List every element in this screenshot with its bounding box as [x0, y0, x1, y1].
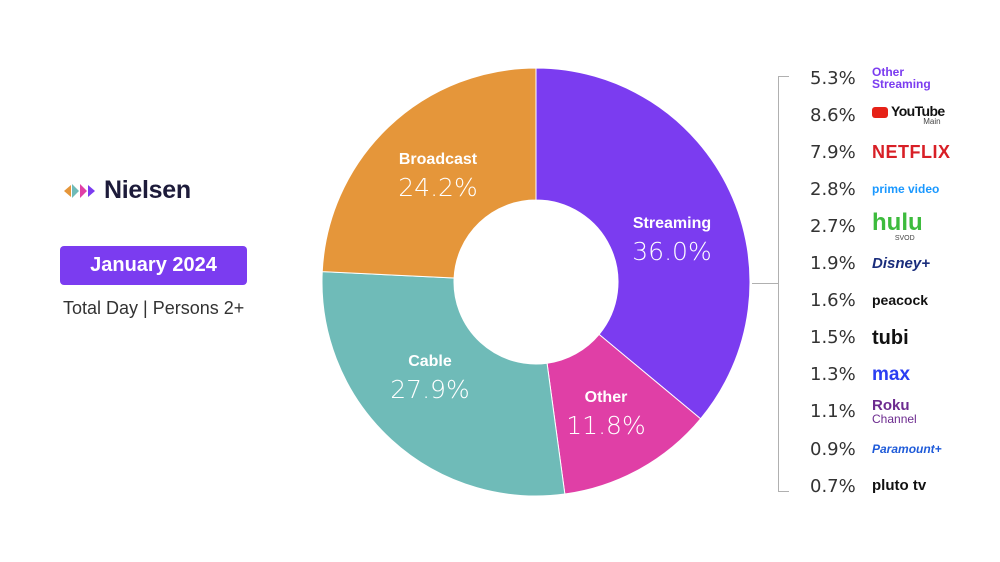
service-logo: max: [872, 365, 910, 384]
breakdown-value: 1.3%: [810, 364, 856, 386]
service-name-line: pluto tv: [872, 477, 927, 495]
service-name-line: max: [872, 364, 911, 386]
service-name-line: SVOD: [894, 234, 915, 242]
slice-label-cable: Cable: [408, 353, 452, 370]
breakdown-row: 0.7% pluto tv: [810, 468, 1000, 504]
service-name-line: Paramount+: [872, 442, 942, 456]
nielsen-logo: Nielsen: [62, 176, 191, 205]
breakdown-value: 2.7%: [810, 215, 856, 237]
breakdown-value: 1.6%: [810, 290, 856, 312]
service-logo: Paramount+: [872, 441, 942, 457]
service-name-line: Roku: [872, 397, 910, 415]
service-logo: pluto tv: [872, 478, 926, 494]
breakdown-row: 1.5% tubi: [810, 320, 1000, 356]
service-name-line: Other: [872, 65, 905, 79]
service-logo: NETFLIX: [872, 143, 951, 162]
breakdown-value: 1.9%: [810, 253, 856, 274]
service-name-line: tubi: [872, 326, 909, 349]
breakdown-row: 7.9% NETFLIX: [810, 134, 1000, 170]
breakdown-row: 5.3% Other Streaming: [810, 60, 1000, 96]
breakdown-row: 1.9% Disney+: [810, 246, 1000, 282]
service-name-line: Main: [923, 117, 941, 127]
service-name-line: hulu: [872, 208, 923, 236]
service-logo: hulu SVOD: [872, 208, 923, 242]
breakdown-value: 5.3%: [810, 67, 856, 89]
slice-streaming: [535, 67, 751, 420]
breakdown-value: 1.5%: [810, 327, 856, 349]
slice-label-streaming: Streaming: [633, 215, 711, 232]
service-logo: YouTube Main: [872, 104, 945, 126]
slice-cable: [321, 271, 566, 497]
breakdown-row: 8.6% YouTube Main: [810, 97, 1000, 133]
breakdown-value: 2.8%: [810, 178, 856, 200]
breakdown-row: 2.8% prime video: [810, 171, 1000, 207]
slice-value-cable: 27.9%: [390, 375, 469, 404]
breakdown-value: 0.7%: [810, 475, 856, 497]
service-logo: tubi: [872, 328, 909, 348]
service-name-line: Disney+: [872, 254, 930, 272]
breakdown-row: 0.9% Paramount+: [810, 431, 1000, 467]
service-name-line: Channel: [872, 412, 917, 427]
breakdown-value: 0.9%: [810, 438, 856, 460]
breakdown-row: 1.6% peacock: [810, 283, 1000, 319]
audience-subtitle: Total Day | Persons 2+: [63, 298, 245, 318]
slice-other: [546, 333, 702, 495]
breakdown-value: 7.9%: [810, 141, 856, 163]
youtube-play-icon: [872, 106, 888, 118]
breakdown-row: 1.1% Roku Channel: [810, 394, 1000, 430]
service-logo: Roku Channel: [872, 398, 917, 425]
streaming-bracket: [778, 76, 789, 492]
service-name-line: YouTube: [872, 104, 945, 118]
period-badge: January 2024: [60, 246, 247, 285]
slice-value-broadcast: 24.2%: [398, 173, 477, 202]
breakdown-row: 2.7% hulu SVOD: [810, 208, 1000, 244]
streaming-bracket-connector: [752, 283, 778, 284]
breakdown-value: 8.6%: [810, 104, 856, 126]
service-logo: peacock: [872, 293, 928, 309]
brand-name: Nielsen: [104, 176, 191, 204]
service-name-line: Streaming: [872, 77, 931, 91]
slice-label-other: Other: [585, 389, 628, 406]
service-logo: prime video: [872, 181, 939, 197]
service-name-line: NETFLIX: [872, 141, 951, 162]
service-name-line: peacock: [872, 291, 929, 308]
service-name-line: prime video: [872, 182, 940, 197]
breakdown-row: 1.3% max: [810, 357, 1000, 393]
nielsen-mark-icon: [64, 183, 95, 198]
service-logo: Other Streaming: [872, 66, 931, 90]
slice-broadcast: [321, 67, 537, 279]
service-logo: Disney+: [872, 256, 930, 272]
slice-label-broadcast: Broadcast: [399, 151, 478, 168]
slice-value-streaming: 36.0%: [632, 237, 711, 266]
breakdown-value: 1.1%: [810, 401, 856, 423]
slice-value-other: 11.8%: [566, 411, 645, 440]
